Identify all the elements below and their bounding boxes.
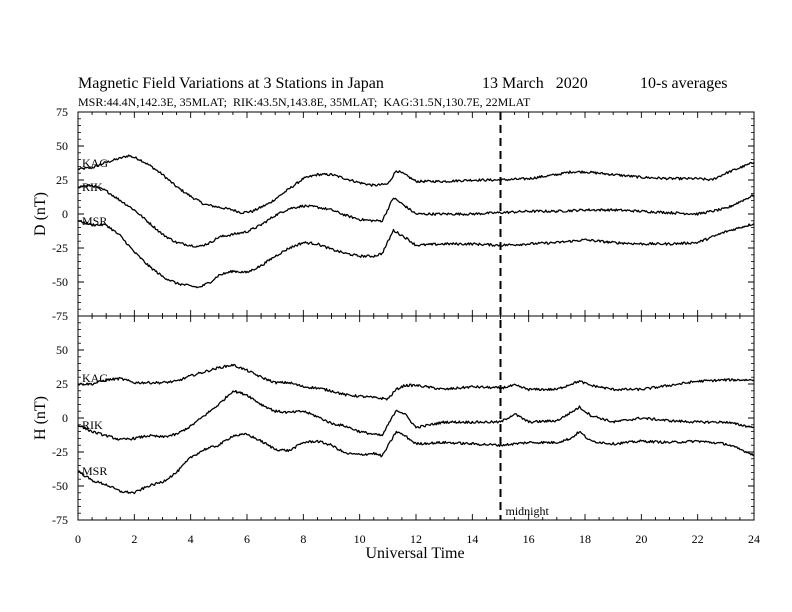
series-label-rik: RIK (82, 418, 103, 432)
x-tick-label: 14 (466, 532, 478, 546)
y-tick-label: 25 (56, 173, 68, 187)
chart-date: 13 March 2020 (482, 75, 588, 92)
y-tick-label: 0 (62, 207, 68, 221)
x-tick-label: 4 (188, 532, 194, 546)
x-tick-label: 10 (354, 532, 366, 546)
x-tick-label: 20 (635, 532, 647, 546)
series-label-rik: RIK (82, 180, 103, 194)
x-tick-label: 12 (410, 532, 422, 546)
x-tick-label: 24 (748, 532, 760, 546)
y-tick-label: -75 (52, 309, 68, 323)
y-tick-label: 50 (56, 343, 68, 357)
y-tick-label: 75 (56, 105, 68, 119)
series-line-kag (77, 363, 755, 401)
y-tick-label: 25 (56, 377, 68, 391)
panel-frame (77, 315, 755, 521)
series-line-msr (77, 430, 755, 495)
series-line-msr (77, 219, 755, 289)
series-label-msr: MSR (82, 214, 107, 228)
x-tick-label: 2 (131, 532, 137, 546)
y-tick-label: -25 (52, 241, 68, 255)
y-axis-label: D (nT) (32, 192, 49, 236)
series-line-rik (77, 183, 755, 248)
series-label-kag: KAG (82, 156, 108, 170)
x-tick-label: 0 (75, 532, 81, 546)
x-tick-label: 16 (523, 532, 535, 546)
chart-subtitle: MSR:44.4N,142.3E, 35MLAT; RIK:43.5N,143.… (78, 95, 531, 109)
plot-area: 75 50 25 0 -25 -50 -75 D (nT) KAG RIK MSR 50 25 0 -25 -… (32, 105, 760, 546)
y-tick-label: -50 (52, 479, 68, 493)
midnight-marker-label: midnight (506, 504, 550, 518)
x-axis-label: Universal Time (365, 545, 464, 562)
chart-title: Magnetic Field Variations at 3 Stations … (78, 75, 384, 92)
y-axis-label: H (nT) (32, 396, 49, 440)
y-tick-label: 50 (56, 139, 68, 153)
x-tick-label: 22 (692, 532, 704, 546)
series-line-kag (77, 154, 755, 215)
y-tick-label: -25 (52, 445, 68, 459)
y-tick-label: 0 (62, 411, 68, 425)
chart-averaging: 10-s averages (640, 75, 728, 92)
series-line-rik (77, 389, 755, 441)
x-tick-label: 6 (244, 532, 250, 546)
series-label-kag: KAG (82, 371, 108, 385)
x-tick-label: 18 (579, 532, 591, 546)
x-tick-label: 8 (300, 532, 306, 546)
y-tick-label: -50 (52, 275, 68, 289)
series-label-msr: MSR (82, 464, 107, 478)
y-tick-label: -75 (52, 513, 68, 527)
